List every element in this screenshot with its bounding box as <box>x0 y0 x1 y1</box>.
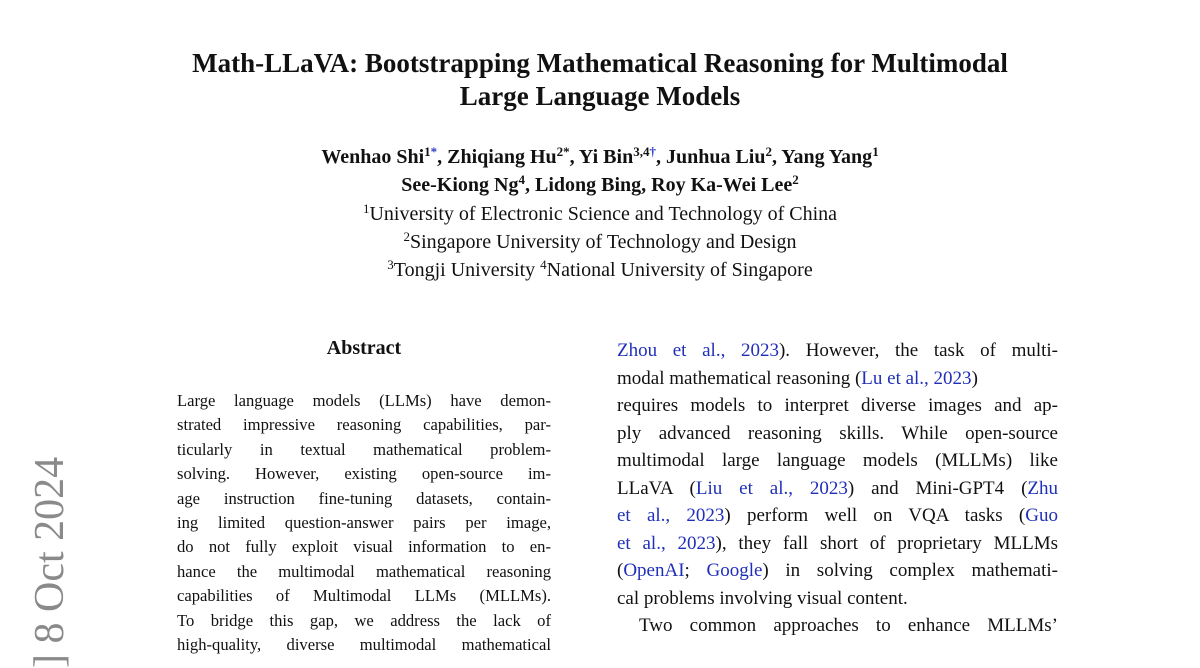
text-line: See-Kiong Ng4, Lidong Bing, Roy Ka-Wei L… <box>0 171 1200 199</box>
text: Wenhao Shi <box>321 146 425 168</box>
text: solving. However, existing open-source i… <box>177 464 551 484</box>
superscript: 2 <box>403 228 411 244</box>
text: To bridge this gap, we address the lack … <box>177 610 551 630</box>
footnote-mark: * <box>430 143 438 159</box>
citation[interactable]: Liu et al., 2023 <box>695 477 848 499</box>
affiliations: 1University of Electronic Science and Te… <box>0 200 1200 284</box>
text: ) in solving complex mathemati- <box>762 560 1058 581</box>
text: University of Electronic Science and Tec… <box>369 203 838 225</box>
arxiv-stamp: ] 8 Oct 2024 <box>27 456 73 668</box>
text: requires models to interpret diverse ima… <box>617 395 1058 416</box>
text: multimodal large language models (MLLMs)… <box>617 450 1058 471</box>
superscript: 3 <box>387 256 394 272</box>
text: ( <box>617 560 624 581</box>
citation[interactable]: Guo <box>1025 505 1058 526</box>
text-line: (OpenAI; Google) in solving complex math… <box>617 557 1058 585</box>
text-line: Large language models (LLMs) have demon- <box>177 389 551 413</box>
superscript: 2* <box>556 143 570 159</box>
citation[interactable]: Zhu <box>1027 477 1059 499</box>
text-line: modal mathematical reasoning (Lu et al.,… <box>617 365 1058 393</box>
text-line: LLaVA (Liu et al., 2023) and Mini-GPT4 (… <box>617 475 1058 503</box>
superscript: 4 <box>518 171 525 187</box>
text: ) and Mini-GPT4 ( <box>847 477 1028 499</box>
text-line: do not fully exploit visual information … <box>177 535 551 559</box>
text: ; <box>684 560 707 581</box>
text: ), they fall short of proprietary MLLMs <box>715 532 1058 554</box>
abstract-heading: Abstract <box>326 337 402 359</box>
superscript: 4 <box>540 256 547 272</box>
text: ply advanced reasoning skills. While ope… <box>617 422 1058 444</box>
footnote-mark: † <box>649 143 656 159</box>
title-line: Large Language Models <box>459 81 741 111</box>
citation[interactable]: Google <box>706 560 763 581</box>
text-line: Two common approaches to enhance MLLMs’ <box>617 612 1058 640</box>
text-line: Zhou et al., 2023). However, the task of… <box>617 337 1058 365</box>
text-line: 1University of Electronic Science and Te… <box>0 200 1200 228</box>
text: Large language models (LLMs) have demon- <box>177 391 551 410</box>
superscript: 2 <box>765 143 772 159</box>
text: cal problems involving visual content. <box>617 587 908 609</box>
text-line: To bridge this gap, we address the lack … <box>177 609 551 633</box>
page: ] 8 Oct 2024 Math-LLaVA: Bootstrapping M… <box>0 47 1200 668</box>
text: LLaVA ( <box>617 477 696 499</box>
text-line: solving. However, existing open-source i… <box>177 462 551 486</box>
text: , Yang Yang <box>771 146 873 168</box>
text-line: age instruction fine-tuning datasets, co… <box>177 487 551 511</box>
text-line: capabilities of Multimodal LLMs (MLLMs). <box>177 584 551 608</box>
text: modal mathematical reasoning ( <box>617 367 862 389</box>
text: Singapore University of Technology and D… <box>410 231 797 253</box>
superscript: 1 <box>362 200 370 216</box>
title-line: Math-LLaVA: Bootstrapping Mathematical R… <box>192 48 1008 78</box>
text: ). However, the task of multi- <box>778 340 1059 361</box>
citation[interactable]: Lu et al., 2023 <box>861 367 972 389</box>
text-line: strated impressive reasoning capabilitie… <box>177 413 551 437</box>
superscript: 2 <box>792 171 799 187</box>
text: ) <box>971 367 978 389</box>
text: ticularly in textual mathematical proble… <box>177 439 551 459</box>
body-text: Zhou et al., 2023). However, the task of… <box>617 337 1058 640</box>
text-line: 3Tongji University 4National University … <box>0 256 1200 284</box>
text: , Zhiqiang Hu <box>437 146 557 168</box>
text-line: high-quality, diverse multimodal mathema… <box>177 633 551 657</box>
text-line: requires models to interpret diverse ima… <box>617 392 1058 420</box>
citation[interactable]: et al., 2023 <box>617 532 716 554</box>
text: strated impressive reasoning capabilitie… <box>177 415 551 435</box>
text-line: cal problems involving visual content. <box>617 585 1058 613</box>
text: , Junhua Liu <box>655 146 766 168</box>
text: high-quality, diverse multimodal mathema… <box>177 635 551 655</box>
text: , Yi Bin <box>569 146 634 168</box>
text: hance the multimodal mathematical reason… <box>177 561 551 581</box>
text-line: 2Singapore University of Technology and … <box>0 228 1200 256</box>
text: National University of Singapore <box>546 259 813 281</box>
text-line: hance the multimodal mathematical reason… <box>177 560 551 584</box>
citation[interactable]: et al., 2023 <box>617 505 725 526</box>
superscript: 1 <box>424 143 431 159</box>
text-line: ply advanced reasoning skills. While ope… <box>617 420 1058 448</box>
text-line: multimodal large language models (MLLMs)… <box>617 447 1058 475</box>
text: Two common approaches to enhance MLLMs’ <box>639 615 1058 636</box>
text: , Lidong Bing, Roy Ka-Wei Lee <box>524 174 793 196</box>
text-line: et al., 2023) perform well on VQA tasks … <box>617 502 1058 530</box>
text: do not fully exploit visual information … <box>177 537 551 557</box>
text-line: Wenhao Shi1*, Zhiqiang Hu2*, Yi Bin3,4†,… <box>0 143 1200 171</box>
text: age instruction fine-tuning datasets, co… <box>177 488 551 508</box>
abstract-text: Large language models (LLMs) have demon-… <box>177 389 551 657</box>
superscript: 3,4 <box>633 143 650 159</box>
superscript: 1 <box>872 143 879 159</box>
text: Tongji University <box>393 259 541 281</box>
title: Math-LLaVA: Bootstrapping Mathematical R… <box>0 47 1200 113</box>
text-line: et al., 2023), they fall short of propri… <box>617 530 1058 558</box>
text: ) perform well on VQA tasks ( <box>724 505 1026 526</box>
text: See-Kiong Ng <box>401 174 519 196</box>
text-line: ing limited question-answer pairs per im… <box>177 511 551 535</box>
text: ing limited question-answer pairs per im… <box>177 513 551 533</box>
citation[interactable]: OpenAI <box>623 560 685 581</box>
citation[interactable]: Zhou et al., 2023 <box>617 340 779 361</box>
text-line: ticularly in textual mathematical proble… <box>177 438 551 462</box>
text: capabilities of Multimodal LLMs (MLLMs). <box>177 586 551 606</box>
authors: Wenhao Shi1*, Zhiqiang Hu2*, Yi Bin3,4†,… <box>0 143 1200 199</box>
